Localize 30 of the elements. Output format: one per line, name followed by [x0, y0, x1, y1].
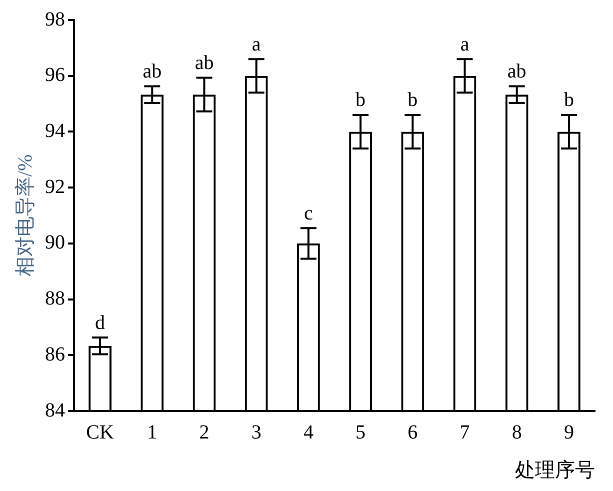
x-tick-label: 3 [251, 421, 262, 444]
data-label: b [356, 89, 366, 112]
y-tick-label: 90 [45, 232, 65, 254]
x-tick-label: 7 [460, 421, 470, 444]
y-tick-label: 86 [45, 343, 65, 366]
data-label: a [460, 33, 470, 56]
x-tick-label: 9 [564, 421, 574, 444]
data-label: c [304, 202, 314, 224]
y-tick-label: 96 [45, 64, 65, 86]
y-tick-label: 94 [45, 120, 65, 142]
data-label: b [408, 89, 418, 112]
data-label: a [252, 33, 261, 56]
x-axis-title: 处理序号 [515, 459, 595, 482]
x-tick-label: 4 [303, 421, 314, 444]
data-label: b [564, 89, 574, 112]
y-tick-label: 84 [45, 399, 65, 422]
y-tick-label: 98 [45, 8, 65, 30]
x-tick-label: 5 [356, 421, 366, 444]
y-tick-label: 92 [45, 176, 65, 198]
data-label: ab [142, 60, 162, 82]
data-label: d [95, 312, 106, 334]
data-label: ab [507, 60, 526, 82]
y-tick-label: 88 [45, 288, 65, 310]
x-tick-label: 6 [408, 421, 418, 444]
y-axis-title: 相对电导率/% [14, 154, 36, 277]
x-tick-label: 8 [512, 421, 522, 444]
data-label: ab [194, 52, 214, 74]
x-tick-label: 2 [199, 421, 210, 444]
x-tick-label: 1 [147, 421, 158, 444]
x-tick-label: CK [86, 421, 114, 444]
